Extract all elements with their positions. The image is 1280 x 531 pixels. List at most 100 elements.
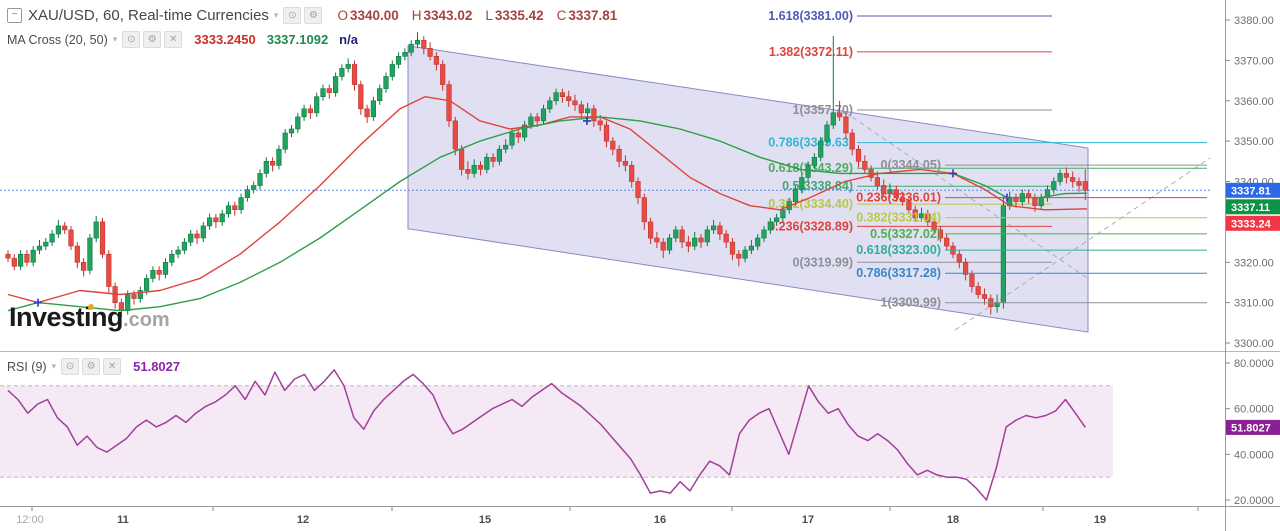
candle-body bbox=[62, 225, 68, 231]
candle-body bbox=[137, 290, 143, 299]
candle-body bbox=[17, 253, 24, 267]
time-axis-label: 12 bbox=[297, 514, 309, 526]
candle-body bbox=[893, 189, 899, 199]
candle-body bbox=[805, 165, 811, 178]
rsi-label: RSI (9) bbox=[7, 359, 47, 374]
candle-body bbox=[635, 181, 641, 198]
low-value: 3335.42 bbox=[494, 8, 544, 23]
time-axis-label: 15 bbox=[479, 514, 491, 526]
price-tag-text: 3337.11 bbox=[1231, 202, 1270, 214]
candle-body bbox=[824, 124, 830, 142]
candle-body bbox=[5, 253, 11, 259]
candle-body bbox=[937, 229, 943, 239]
visibility-icon[interactable]: ⊙ bbox=[283, 7, 302, 24]
price-axis-label: 3300.00 bbox=[1234, 338, 1274, 350]
candle-body bbox=[326, 88, 332, 93]
fib-level-label: 0.236(3328.89) bbox=[768, 219, 853, 233]
chevron-down-icon[interactable]: ▾ bbox=[51, 361, 57, 371]
candle-body bbox=[383, 76, 389, 89]
candle-body bbox=[282, 132, 288, 150]
time-axis-label: 12:00 bbox=[16, 514, 44, 526]
candle-body bbox=[591, 108, 597, 122]
candle-body bbox=[301, 108, 307, 118]
ma50-value: 3337.1092 bbox=[266, 32, 329, 47]
candle-body bbox=[660, 241, 666, 251]
candle-body bbox=[944, 237, 950, 247]
ma-na-value: n/a bbox=[339, 32, 358, 47]
candle-body bbox=[351, 64, 358, 85]
candle-body bbox=[1076, 181, 1082, 186]
candle-body bbox=[452, 120, 458, 150]
visibility-icon[interactable]: ⊙ bbox=[122, 31, 141, 48]
candle-body bbox=[150, 269, 156, 279]
candle-body bbox=[106, 253, 112, 287]
candle-body bbox=[704, 229, 710, 243]
candle-body bbox=[767, 221, 773, 231]
candle-body bbox=[364, 108, 370, 118]
candle-body bbox=[874, 177, 880, 186]
rsi-axis-label: 20.0000 bbox=[1234, 495, 1274, 507]
candle-body bbox=[144, 278, 150, 291]
candle-body bbox=[175, 249, 181, 255]
candle-body bbox=[603, 124, 610, 142]
brand-dot-icon bbox=[88, 304, 94, 310]
settings-icon[interactable]: ⚙ bbox=[82, 358, 101, 375]
close-icon[interactable]: ✕ bbox=[103, 358, 122, 375]
brand-tld: .com bbox=[123, 309, 170, 331]
price-axis-label: 3380.00 bbox=[1234, 15, 1274, 27]
candle-body bbox=[503, 144, 509, 150]
candle-body bbox=[1000, 205, 1006, 303]
time-axis-label: 17 bbox=[802, 514, 814, 526]
settings-icon[interactable]: ⚙ bbox=[143, 31, 162, 48]
ma-cross-label: MA Cross (20, 50) bbox=[7, 32, 108, 47]
time-axis[interactable]: 12:00 11 12 15 16 17 18 19 bbox=[16, 507, 1199, 526]
candle-body bbox=[427, 47, 433, 57]
candle-body bbox=[736, 253, 742, 259]
candle-body bbox=[181, 241, 188, 251]
candle-body bbox=[251, 185, 257, 190]
price-axis[interactable]: 3380.003370.003360.003350.003340.003320.… bbox=[1225, 15, 1280, 507]
candle-body bbox=[471, 165, 477, 174]
chevron-down-icon[interactable]: ▾ bbox=[112, 34, 118, 44]
fib-level-label: 0.786(3349.63) bbox=[768, 136, 853, 150]
candle-body bbox=[490, 157, 496, 162]
candle-body bbox=[755, 237, 761, 247]
close-icon[interactable]: ✕ bbox=[164, 31, 183, 48]
time-axis-label: 19 bbox=[1094, 514, 1106, 526]
candle-body bbox=[421, 39, 427, 49]
collapse-pane-icon[interactable]: − bbox=[7, 8, 22, 23]
rsi-value: 51.8027 bbox=[133, 359, 181, 374]
rsi-tag bbox=[1226, 419, 1280, 435]
candle-body bbox=[402, 51, 408, 57]
candle-body bbox=[1063, 173, 1069, 178]
candle-body bbox=[906, 201, 912, 211]
fib-level-label: 0.786(3317.28) bbox=[856, 266, 941, 280]
candle-body bbox=[288, 128, 295, 134]
candle-body bbox=[49, 233, 55, 243]
candle-body bbox=[748, 245, 754, 251]
fib-level-label: 1.618(3381.00) bbox=[768, 9, 853, 23]
candle-body bbox=[836, 112, 843, 118]
candle-body bbox=[692, 237, 698, 247]
fib-level-label: 0(3319.99) bbox=[793, 255, 853, 269]
candle-body bbox=[433, 55, 440, 65]
candle-body bbox=[572, 100, 578, 106]
candle-body bbox=[792, 189, 799, 203]
candle-body bbox=[244, 189, 251, 199]
candle-body bbox=[818, 140, 824, 158]
candle-body bbox=[11, 257, 17, 267]
rsi-axis-label: 80.0000 bbox=[1234, 358, 1274, 370]
price-tag bbox=[1226, 215, 1280, 231]
settings-icon[interactable]: ⚙ bbox=[304, 7, 323, 24]
visibility-icon[interactable]: ⊙ bbox=[61, 358, 80, 375]
candle-body bbox=[74, 245, 80, 263]
candle-body bbox=[332, 76, 339, 94]
candle-body bbox=[780, 209, 786, 219]
candle-body bbox=[981, 294, 988, 299]
chevron-down-icon[interactable]: ▾ bbox=[273, 10, 279, 20]
candle-body bbox=[440, 64, 446, 85]
price-tag bbox=[1226, 182, 1280, 198]
candle-body bbox=[830, 112, 836, 126]
candle-body bbox=[629, 165, 635, 182]
